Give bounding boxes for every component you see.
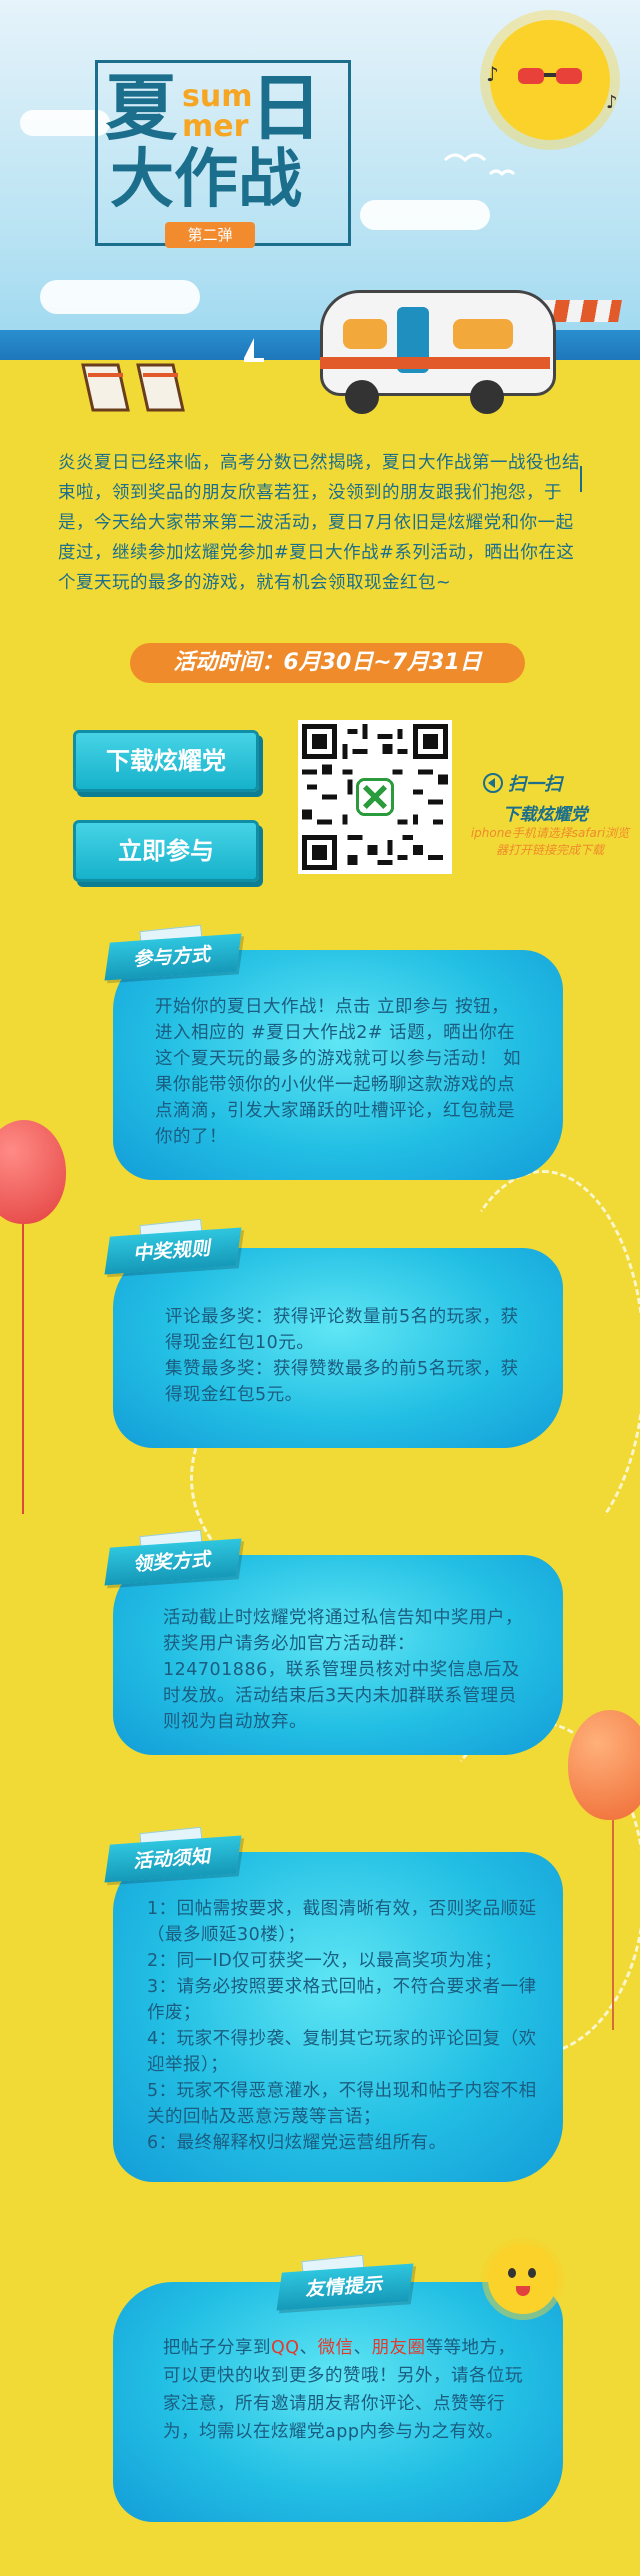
wheel-icon xyxy=(345,380,379,414)
hero-banner: 夏 sum mer 日 大作战 第二弹 ♪ ♪ xyxy=(0,0,640,420)
tips-pre: 把帖子分享到 xyxy=(163,2338,271,2358)
balloon-icon xyxy=(0,1120,66,1224)
tips-sep: 、 xyxy=(299,2338,318,2358)
balloon-string xyxy=(612,1820,614,2030)
intro-text: 炎炎夏日已经来临，高考分数已然揭晓，夏日大作战第一战役也结束啦，领到奖品的朋友欣… xyxy=(58,453,580,593)
cloud xyxy=(360,200,490,230)
sunglasses-icon xyxy=(518,68,582,84)
wheel-icon xyxy=(470,380,504,414)
notes-item: 4：玩家不得抄袭、复制其它玩家的评论回复（欢迎举报）； xyxy=(147,2029,537,2075)
participate-text: 开始你的夏日大作战！点击 立即参与 按钮，进入相应的 #夏日大作战2# 话题，晒… xyxy=(155,997,522,1147)
tips-sep: 、 xyxy=(353,2338,372,2358)
scan-title: 扫一扫 xyxy=(508,774,562,795)
tips-qq: QQ xyxy=(271,2338,300,2358)
qr-code xyxy=(298,720,452,874)
caravan-icon xyxy=(320,290,556,396)
tips-text: 把帖子分享到QQ、微信、朋友圈等等地方，可以更快的收到更多的赞哦！另外，请各位玩… xyxy=(163,2334,533,2446)
tips-moments: 朋友圈 xyxy=(371,2338,426,2358)
beach-chairs-icon xyxy=(81,363,185,412)
rules-card: 评论最多奖：获得评论数量前5名的玩家，获得现金红包10元。 集赞最多奖：获得赞数… xyxy=(113,1248,563,1448)
notes-list: 1：回帖需按要求，截图清晰有效，否则奖品顺延（最多顺延30楼）； 2：同一ID仅… xyxy=(147,1896,537,2156)
seagull-icon xyxy=(443,153,516,177)
sailboat-icon xyxy=(244,338,264,362)
join-button[interactable]: 立即参与 xyxy=(73,820,259,882)
scan-note: iphone手机请选择safari浏览器打开链接完成下载 xyxy=(470,826,630,857)
tips-post: 等等地方，可以更快的收到更多的赞哦！另外，请各位玩家注意，所有邀请朋友帮你评论、… xyxy=(163,2338,523,2442)
title-char-1: 夏 xyxy=(105,66,178,150)
claim-card: 活动截止时炫耀党将通过私信告知中奖用户，获奖用户请务必加官方活动群：124701… xyxy=(113,1555,563,1755)
divider xyxy=(580,466,582,492)
sun-mascot-icon xyxy=(490,20,610,140)
balloon-icon xyxy=(568,1710,640,1820)
notes-item: 3：请务必按照要求格式回帖，不符合要求者一律作废； xyxy=(147,1977,537,2023)
title-mer: mer xyxy=(182,109,249,144)
notes-item: 5：玩家不得恶意灌水，不得出现和帖子内容不相关的回帖及恶意污蔑等言语； xyxy=(147,2081,537,2127)
download-button[interactable]: 下载炫耀党 xyxy=(73,730,259,792)
music-note-icon: ♪ xyxy=(486,62,499,86)
tips-wechat: 微信 xyxy=(317,2338,354,2358)
notes-item: 6：最终解释权归炫耀党运营组所有。 xyxy=(147,2133,447,2153)
qr-code-icon xyxy=(302,724,448,870)
music-note-icon: ♪ xyxy=(606,92,618,113)
cloud xyxy=(40,280,200,314)
notes-item: 1：回帖需按要求，截图清晰有效，否则奖品顺延（最多顺延30楼）； xyxy=(147,1899,537,1945)
participate-card: 开始你的夏日大作战！点击 立即参与 按钮，进入相应的 #夏日大作战2# 话题，晒… xyxy=(113,950,563,1180)
rules-line-2: 集赞最多奖：获得赞数最多的前5名玩家，获得现金红包5元。 xyxy=(165,1359,519,1405)
scan-subtitle: 下载炫耀党 xyxy=(502,805,588,825)
sun-mascot-small-icon xyxy=(488,2244,558,2314)
title-sum: sum xyxy=(182,79,253,114)
dashed-path xyxy=(440,1170,640,1556)
arrow-left-circle-icon xyxy=(483,773,503,793)
rules-line-1: 评论最多奖：获得评论数量前5名的玩家，获得现金红包10元。 xyxy=(165,1307,519,1353)
balloon-string xyxy=(22,1224,24,1514)
activity-time: 活动时间：6月30日~7月31日 xyxy=(130,643,525,683)
edition-badge: 第二弹 xyxy=(165,222,255,248)
notes-item: 2：同一ID仅可获奖一次，以最高奖项为准； xyxy=(147,1951,503,1971)
title-line-2: 大作战 xyxy=(110,143,302,217)
claim-text: 活动截止时炫耀党将通过私信告知中奖用户，获奖用户请务必加官方活动群：124701… xyxy=(163,1608,523,1732)
title-char-2: 日 xyxy=(250,66,323,150)
tips-card: 把帖子分享到QQ、微信、朋友圈等等地方，可以更快的收到更多的赞哦！另外，请各位玩… xyxy=(113,2282,563,2522)
notes-card: 1：回帖需按要求，截图清晰有效，否则奖品顺延（最多顺延30楼）； 2：同一ID仅… xyxy=(113,1852,563,2182)
